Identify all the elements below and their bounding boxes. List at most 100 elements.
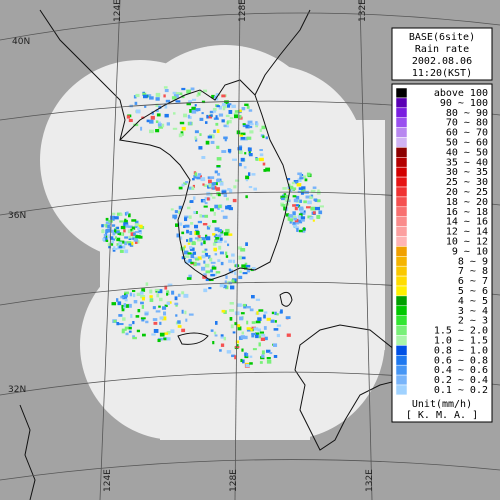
rain-cell — [121, 295, 127, 298]
legend-unit: Unit(mm/h) — [412, 399, 472, 410]
rain-cell — [181, 95, 185, 99]
rain-cell — [274, 320, 277, 323]
rain-cell — [258, 309, 264, 312]
rain-cell — [290, 186, 294, 190]
rain-cell — [185, 260, 189, 265]
rain-cell — [197, 256, 202, 260]
rain-cell — [133, 238, 139, 242]
rain-cell — [293, 224, 298, 228]
rain-cell — [173, 112, 176, 115]
rain-cell — [214, 204, 219, 209]
rain-cell — [205, 278, 211, 282]
rain-cell — [240, 335, 245, 339]
rain-cell — [202, 275, 207, 279]
rain-cell — [298, 204, 301, 208]
rain-cell — [265, 167, 271, 172]
legend-swatch — [395, 256, 408, 267]
rain-cell — [128, 330, 132, 333]
rain-cell — [124, 293, 127, 297]
rain-cell — [114, 236, 117, 240]
rain-cell — [225, 255, 229, 258]
rain-cell — [242, 359, 245, 364]
rain-cell — [237, 303, 242, 307]
rain-cell — [243, 335, 248, 340]
rain-cell — [227, 148, 232, 153]
rain-cell — [194, 104, 197, 107]
rain-cell — [287, 178, 291, 181]
rain-cell — [189, 109, 194, 113]
rain-cell — [198, 146, 203, 150]
rain-cell — [154, 288, 160, 292]
rain-cell — [225, 251, 228, 256]
rain-cell — [145, 282, 149, 286]
rain-cell — [216, 129, 220, 133]
rain-cell — [225, 114, 230, 118]
rain-cell — [109, 242, 114, 246]
rain-cell — [149, 289, 153, 294]
rain-cell — [134, 101, 138, 105]
legend-label: 0.4 ~ 0.6 — [434, 365, 488, 376]
rain-cell — [288, 214, 294, 218]
legend-swatch — [395, 166, 408, 178]
rain-cell — [188, 215, 192, 219]
longitude-label: 124E — [113, 0, 123, 22]
rain-cell — [195, 138, 198, 142]
rain-cell — [252, 348, 257, 351]
rain-cell — [289, 219, 292, 224]
rain-cell — [144, 105, 147, 108]
rain-cell — [262, 135, 265, 139]
rain-cell — [158, 121, 161, 124]
rain-cell — [299, 199, 303, 203]
rain-cell — [189, 246, 193, 250]
rain-cell — [192, 251, 197, 255]
rain-cell — [190, 87, 195, 91]
rain-cell — [300, 191, 304, 195]
rain-cell — [261, 350, 265, 355]
rain-cell — [241, 348, 244, 352]
rain-cell — [299, 174, 303, 178]
rain-cell — [217, 172, 221, 176]
rain-cell — [126, 115, 131, 119]
legend-label: 30 ~ 35 — [446, 167, 488, 178]
rain-cell — [166, 337, 171, 341]
rain-cell — [202, 199, 206, 203]
rain-cell — [246, 320, 249, 325]
rain-cell — [183, 293, 189, 298]
rain-cell — [214, 239, 219, 242]
rain-cell — [235, 345, 240, 349]
rain-cell — [134, 224, 138, 228]
rain-cell — [142, 333, 146, 337]
rain-cell — [269, 352, 273, 355]
rain-cell — [240, 137, 246, 140]
rain-cell — [244, 352, 248, 356]
rain-cell — [177, 293, 181, 297]
rain-cell — [239, 162, 242, 167]
rain-cell — [266, 357, 271, 360]
legend-swatch — [395, 186, 408, 198]
rain-cell — [128, 243, 132, 246]
rain-cell — [293, 217, 297, 221]
rain-cell — [116, 243, 120, 246]
rain-cell — [181, 309, 184, 314]
rain-cell — [107, 225, 110, 229]
rain-cell — [258, 342, 261, 347]
legend-label: 5 ~ 6 — [458, 286, 488, 297]
legend-label: 90 ~ 100 — [440, 98, 488, 109]
title-box — [391, 27, 493, 81]
rain-cell — [193, 175, 198, 179]
rain-cell — [260, 337, 266, 341]
rain-cell — [295, 180, 299, 185]
rain-cell — [227, 103, 232, 106]
rain-cell — [105, 221, 111, 226]
rain-cell — [199, 117, 204, 121]
rain-cell — [223, 232, 229, 236]
rain-cell — [245, 364, 250, 368]
rain-cell — [163, 86, 168, 89]
rain-cell — [238, 150, 243, 155]
rain-cell — [291, 187, 295, 191]
rain-cell — [111, 302, 117, 306]
rain-cell — [166, 293, 169, 296]
rain-cell — [224, 100, 229, 105]
rain-cell — [124, 326, 130, 330]
rain-cell — [295, 204, 300, 207]
